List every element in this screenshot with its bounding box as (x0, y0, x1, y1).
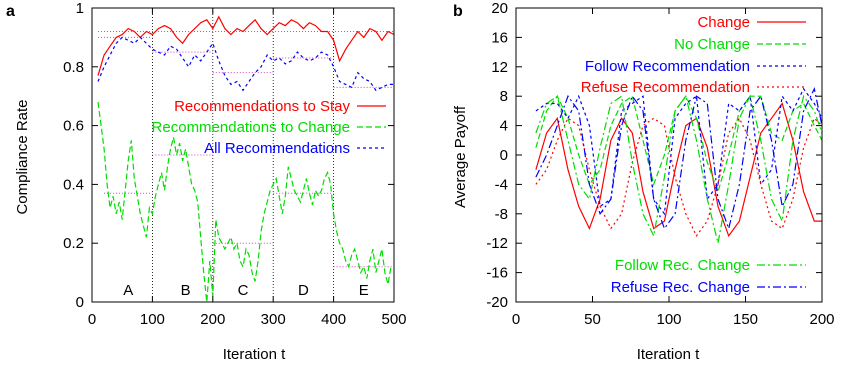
x-tick-label-a: 500 (381, 311, 406, 328)
y-tick-label-a: 0.6 (63, 118, 84, 135)
phase-label: D (298, 282, 309, 299)
legend-label-b-4: Refuse Recommendation (581, 79, 750, 96)
phase-label: B (181, 282, 191, 299)
y-tick-label-a: 0 (76, 294, 84, 311)
panel-label-a: a (6, 3, 15, 20)
legend-label-b-3: Follow Recommendation (585, 58, 750, 75)
phase-label: A (123, 282, 133, 299)
x-tick-label-b: 0 (512, 311, 520, 328)
x-tick-label-a: 300 (261, 311, 286, 328)
series-line-b-1 (535, 102, 822, 238)
legend-label-a-1: Recommendations to Stay (174, 98, 350, 115)
y-tick-label-b: 8 (500, 88, 508, 105)
series-line-a-3 (97, 36, 394, 92)
y-tick-label-b: 12 (491, 59, 508, 76)
chart-panel-b: b Average Payoff Iteration t 0 50 100 150 20… (452, 0, 835, 363)
phase-label: C (238, 282, 249, 299)
ylabel-a: Compliance Rate (14, 99, 31, 214)
plot-frame-a (91, 7, 395, 303)
y-tick-label-b: 4 (500, 118, 508, 135)
legend-label-a-2: Recommendations to Change (152, 119, 350, 136)
plot-frame-b (515, 7, 823, 303)
panel-label-b: b (453, 3, 463, 20)
x-tick-label-a: 400 (321, 311, 346, 328)
x-tick-label-a: 0 (88, 311, 96, 328)
x-tick-label-b: 200 (809, 311, 834, 328)
y-tick-label-b: -20 (486, 294, 508, 311)
xlabel-b: Iteration t (637, 346, 700, 363)
legend-label-b-5: Follow Rec. Change (615, 257, 750, 274)
legend-label-b-1: Change (697, 14, 750, 31)
series-line-b-6 (535, 86, 823, 231)
series-line-a-1 (97, 15, 395, 76)
chart-panel-a: a Compliance Rate Iteration t 0 100 200 300… (6, 0, 407, 363)
x-tick-label-b: 50 (584, 311, 601, 328)
x-tick-label-a: 200 (200, 311, 225, 328)
ylabel-b: Average Payoff (452, 105, 469, 208)
x-tick-label-a: 100 (140, 311, 165, 328)
series-line-b-5 (535, 94, 823, 244)
y-tick-label-a: 0.4 (63, 176, 84, 193)
phase-label: E (359, 282, 369, 299)
y-tick-label-b: 0 (500, 147, 508, 164)
legend-label-a-3: All Recommendations (204, 140, 350, 157)
series-line-b-2 (535, 95, 823, 194)
series-line-b-3 (535, 87, 823, 216)
series-line-b-4 (535, 117, 823, 237)
y-tick-label-a: 0.8 (63, 59, 84, 76)
y-tick-label-b: 20 (491, 0, 508, 17)
series-line-a-2 (97, 102, 392, 303)
x-tick-label-b: 100 (656, 311, 681, 328)
legend-label-b-6: Refuse Rec. Change (611, 279, 750, 296)
y-tick-label-b: 16 (491, 29, 508, 46)
y-tick-label-b: -4 (495, 176, 508, 193)
xlabel-a: Iteration t (223, 346, 286, 363)
x-tick-label-b: 150 (733, 311, 758, 328)
y-tick-label-b: -8 (495, 206, 508, 223)
y-tick-label-b: -12 (486, 235, 508, 252)
legend-label-b-2: No Change (674, 36, 750, 53)
y-tick-label-a: 0.2 (63, 235, 84, 252)
y-tick-label-b: -16 (486, 265, 508, 282)
y-tick-label-a: 1 (76, 0, 84, 17)
